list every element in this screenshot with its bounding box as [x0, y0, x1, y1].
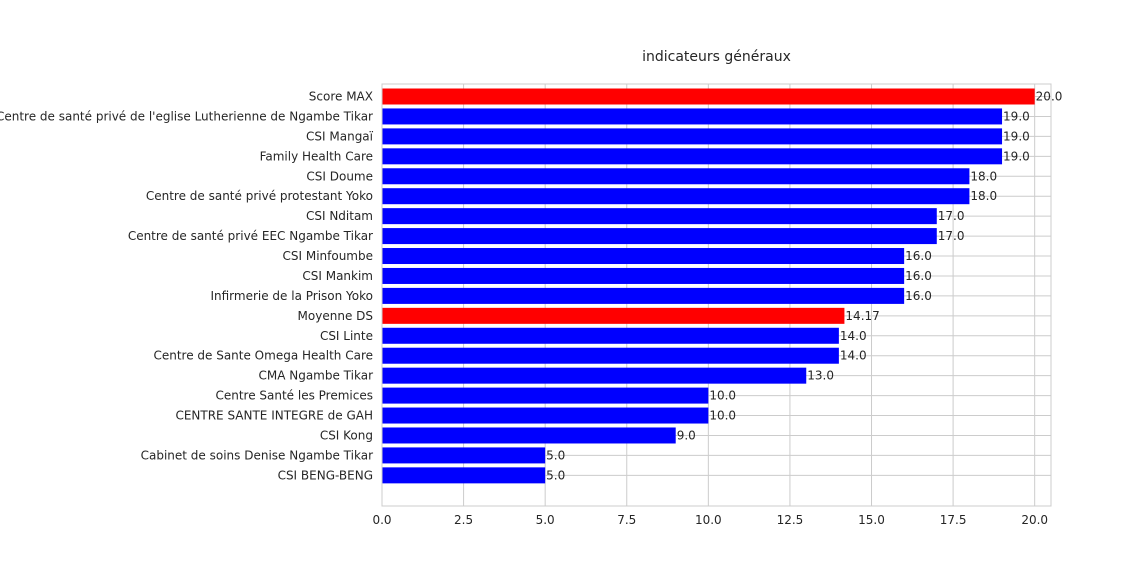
- category-label: Centre de santé privé protestant Yoko: [146, 189, 373, 203]
- category-label: Cabinet de soins Denise Ngambe Tikar: [141, 448, 373, 462]
- bar: [382, 108, 1003, 125]
- bar: [382, 168, 970, 185]
- bar: [382, 208, 937, 225]
- value-label: 16.0: [905, 269, 932, 283]
- category-label: Moyenne DS: [298, 309, 373, 323]
- value-label: 9.0: [677, 428, 696, 442]
- bar: [382, 367, 807, 384]
- chart-title: indicateurs généraux: [642, 49, 791, 65]
- value-label: 19.0: [1003, 129, 1030, 143]
- value-label: 14.17: [845, 309, 879, 323]
- value-label: 10.0: [709, 409, 736, 423]
- value-label: 14.0: [840, 349, 867, 363]
- x-tick-label: 10.0: [695, 513, 722, 527]
- x-tick-labels: 0.0 2.5 5.0 7.5 10.0 12.5 15.0 17.5 20.0: [372, 513, 1048, 527]
- category-label: CENTRE SANTE INTEGRE de GAH: [175, 409, 373, 423]
- bar: [382, 347, 839, 364]
- category-label: CSI Doume: [306, 169, 373, 183]
- category-label: CSI BENG-BENG: [278, 468, 373, 482]
- category-label: Centre de santé privé EEC Ngambe Tikar: [128, 229, 373, 243]
- bar: [382, 447, 546, 464]
- value-label: 16.0: [905, 249, 932, 263]
- x-tick-label: 7.5: [617, 513, 636, 527]
- value-label: 5.0: [546, 468, 565, 482]
- value-label: 19.0: [1003, 149, 1030, 163]
- bars: [382, 88, 1035, 484]
- category-labels: Score MAX Centre de santé privé de l'egli…: [0, 90, 374, 483]
- category-label: CSI Linte: [320, 329, 373, 343]
- category-label: Centre de Sante Omega Health Care: [153, 349, 373, 363]
- bar: [382, 248, 905, 265]
- x-tick-label: 12.5: [777, 513, 804, 527]
- value-label: 18.0: [970, 169, 997, 183]
- value-label: 19.0: [1003, 109, 1030, 123]
- x-tick-label: 20.0: [1021, 513, 1048, 527]
- bar: [382, 128, 1003, 145]
- bar: [382, 287, 905, 304]
- category-label: Centre de santé privé de l'eglise Luther…: [0, 109, 373, 123]
- x-tick-label: 0.0: [372, 513, 391, 527]
- bar: [382, 327, 839, 344]
- category-label: CSI Nditam: [306, 209, 373, 223]
- category-label: Centre Santé les Premices: [215, 389, 373, 403]
- bar: [382, 427, 676, 444]
- value-label: 16.0: [905, 289, 932, 303]
- value-label: 17.0: [938, 229, 965, 243]
- category-label: Infirmerie de la Prison Yoko: [210, 289, 373, 303]
- bar: [382, 467, 546, 484]
- bar: [382, 267, 905, 284]
- category-label: CSI Mangaï: [306, 129, 374, 143]
- category-label: CSI Minfoumbe: [282, 249, 373, 263]
- x-tick-label: 17.5: [940, 513, 967, 527]
- value-labels: 20.0 19.0 19.0 19.0 18.0 18.0 17.0 17.0 16.0 16.0…: [546, 90, 1062, 483]
- bar: [382, 228, 937, 245]
- category-label: CSI Mankim: [302, 269, 373, 283]
- value-label: 17.0: [938, 209, 965, 223]
- x-tick-label: 15.0: [858, 513, 885, 527]
- value-label: 13.0: [807, 369, 834, 383]
- bar: [382, 307, 845, 324]
- bar: [382, 387, 709, 404]
- category-label: CSI Kong: [320, 428, 373, 442]
- x-tick-label: 2.5: [454, 513, 473, 527]
- category-label: Family Health Care: [260, 149, 373, 163]
- plot-frame: [381, 83, 1052, 507]
- x-tick-label: 5.0: [536, 513, 555, 527]
- category-label: CMA Ngambe Tikar: [258, 369, 373, 383]
- value-label: 18.0: [970, 189, 997, 203]
- bar: [382, 148, 1003, 165]
- bar: [382, 88, 1035, 105]
- value-label: 5.0: [546, 448, 565, 462]
- value-label: 14.0: [840, 329, 867, 343]
- value-label: 20.0: [1036, 90, 1063, 104]
- bar: [382, 188, 970, 205]
- category-label: Score MAX: [309, 90, 373, 104]
- bar: [382, 407, 709, 424]
- value-label: 10.0: [709, 389, 736, 403]
